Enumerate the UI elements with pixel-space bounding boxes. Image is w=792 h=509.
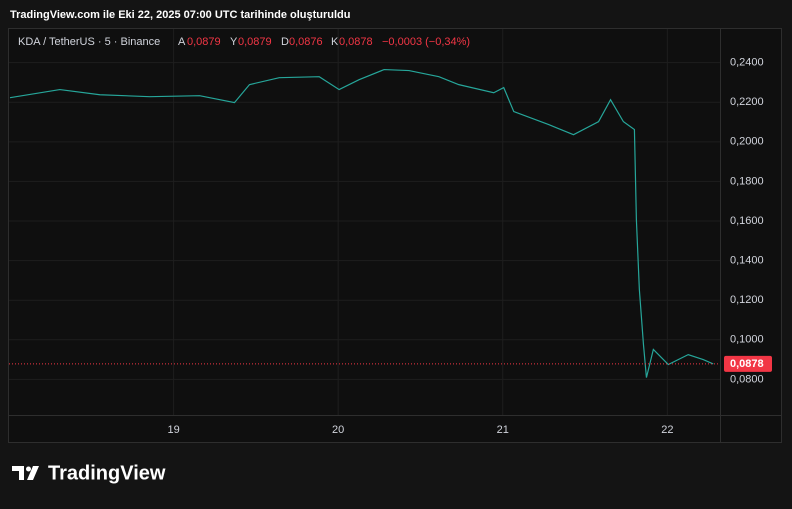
legend-value: 0,0879 [187, 36, 221, 48]
legend-symbol: KDA / TetherUS · 5 · Binance [18, 36, 160, 48]
legend-key: K [331, 36, 339, 48]
last-price-label: 0,0878 [730, 358, 764, 370]
x-tick-label: 20 [332, 424, 344, 436]
legend-change: −0,0003 (−0,34%) [382, 36, 470, 48]
legend-value: 0,0876 [289, 36, 323, 48]
legend: KDA / TetherUS · 5 · Binance A 0,0879 Y … [18, 36, 470, 48]
y-tick-label: 0,2400 [730, 57, 764, 69]
x-tick-label: 19 [167, 424, 179, 436]
y-tick-label: 0,1600 [730, 215, 764, 227]
y-tick-label: 0,1800 [730, 175, 764, 187]
y-tick-label: 0,1400 [730, 255, 764, 267]
x-tick-label: 22 [661, 424, 673, 436]
brand-name: TradingView [48, 462, 166, 484]
logo-dot [26, 466, 31, 472]
brand-logo: TradingView [12, 462, 166, 484]
y-tick-label: 0,1200 [730, 294, 764, 306]
x-tick-label: 21 [497, 424, 509, 436]
y-tick-label: 0,0800 [730, 373, 764, 385]
legend-value: 0,0879 [238, 36, 272, 48]
chart-title: TradingView.com ile Eki 22, 2025 07:00 U… [10, 9, 351, 21]
y-tick-label: 0,2000 [730, 136, 764, 148]
price-line [9, 68, 714, 378]
y-tick-label: 0,2200 [730, 96, 764, 108]
chart-panel [8, 28, 782, 443]
logo-icon [12, 466, 39, 480]
last-price-box [724, 355, 772, 372]
legend-value: 0,0878 [339, 36, 373, 48]
legend-key: A [178, 36, 186, 48]
legend-key: D [281, 36, 289, 48]
legend-key: Y [230, 36, 238, 48]
y-tick-label: 0,1000 [730, 334, 764, 346]
